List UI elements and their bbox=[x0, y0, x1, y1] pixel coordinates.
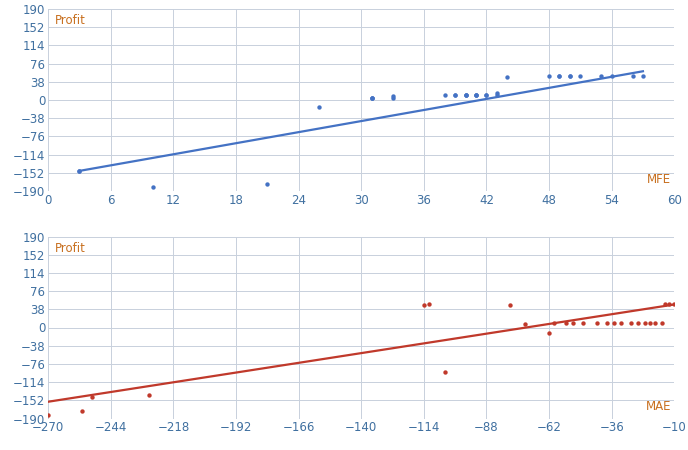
Point bbox=[261, 180, 272, 187]
Point bbox=[491, 92, 502, 99]
Point bbox=[676, 319, 687, 326]
Point bbox=[366, 94, 377, 101]
Point bbox=[664, 300, 675, 307]
Point bbox=[314, 104, 325, 111]
Point bbox=[627, 72, 638, 80]
Point bbox=[502, 73, 513, 81]
Point bbox=[481, 92, 492, 99]
Point bbox=[505, 301, 516, 308]
Point bbox=[659, 300, 670, 307]
Point bbox=[544, 330, 555, 337]
Point bbox=[609, 319, 620, 326]
Point bbox=[366, 94, 377, 101]
Point bbox=[574, 72, 585, 80]
Point bbox=[645, 319, 656, 326]
Point bbox=[74, 167, 85, 175]
Point bbox=[460, 92, 471, 99]
Point bbox=[450, 92, 461, 99]
Text: Profit: Profit bbox=[54, 242, 85, 255]
Point bbox=[144, 391, 155, 398]
Point bbox=[387, 93, 398, 100]
Point bbox=[418, 301, 429, 308]
Point bbox=[440, 368, 451, 375]
Point bbox=[640, 319, 651, 326]
Point bbox=[366, 94, 377, 101]
Point bbox=[685, 319, 688, 326]
Point bbox=[387, 94, 398, 101]
Point bbox=[76, 407, 87, 414]
Text: MFE: MFE bbox=[647, 172, 671, 185]
Point bbox=[86, 393, 97, 400]
Point bbox=[568, 319, 579, 326]
Point bbox=[616, 319, 627, 326]
Point bbox=[592, 319, 603, 326]
Point bbox=[481, 92, 492, 99]
Point bbox=[625, 319, 636, 326]
Point bbox=[681, 300, 688, 307]
Point bbox=[554, 72, 565, 80]
Point bbox=[577, 319, 588, 326]
Point bbox=[460, 92, 471, 99]
Text: MAE: MAE bbox=[645, 400, 671, 413]
Point bbox=[606, 72, 617, 80]
Point bbox=[460, 92, 471, 99]
Point bbox=[423, 300, 434, 307]
Point bbox=[554, 72, 565, 80]
Point bbox=[471, 92, 482, 99]
Point bbox=[74, 167, 85, 175]
Point bbox=[564, 72, 575, 80]
Point bbox=[491, 89, 502, 96]
Point bbox=[601, 319, 612, 326]
Point bbox=[674, 300, 685, 307]
Point bbox=[471, 92, 482, 99]
Point bbox=[564, 72, 575, 80]
Point bbox=[649, 319, 660, 326]
Point bbox=[637, 72, 648, 80]
Point bbox=[544, 72, 555, 80]
Point bbox=[450, 92, 461, 99]
Point bbox=[669, 300, 680, 307]
Point bbox=[656, 319, 667, 326]
Point bbox=[548, 319, 559, 326]
Point bbox=[471, 92, 482, 99]
Point bbox=[633, 319, 644, 326]
Point bbox=[683, 300, 688, 307]
Point bbox=[596, 72, 607, 80]
Point bbox=[147, 184, 158, 191]
Point bbox=[560, 319, 571, 326]
Point bbox=[439, 92, 450, 99]
Text: Profit: Profit bbox=[54, 14, 85, 27]
Point bbox=[519, 320, 530, 327]
Point bbox=[43, 411, 54, 418]
